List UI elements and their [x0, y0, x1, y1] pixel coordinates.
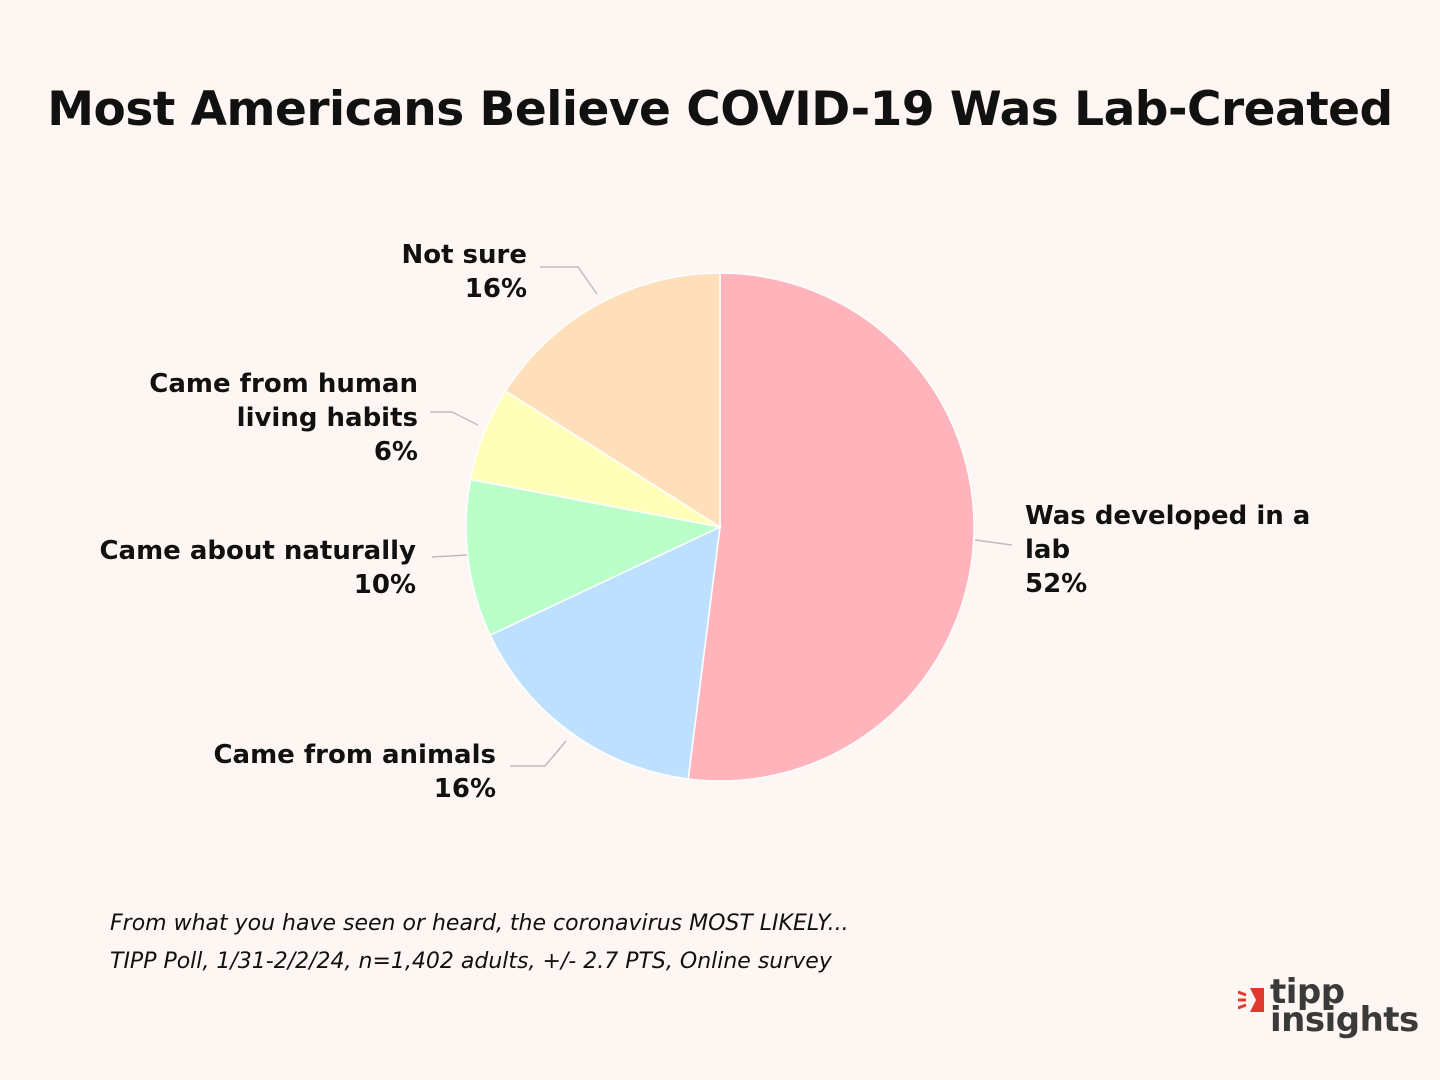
- slice-category-label: Came from animals: [213, 740, 496, 770]
- pie-slice-1: [687, 272, 975, 782]
- slice-category-label: Came about naturally: [99, 536, 416, 566]
- slice-category-label: Not sure: [401, 240, 527, 270]
- slice-value-label: 52%: [1025, 569, 1087, 599]
- leader-line-5: [540, 266, 598, 295]
- leader-lines: [430, 266, 1013, 767]
- slice-value-label: 6%: [374, 437, 418, 467]
- slice-value-label: 16%: [465, 274, 527, 304]
- slice-category-label: Came from human: [149, 369, 418, 399]
- leader-line-3: [431, 554, 468, 558]
- slice-category-label: Was developed in a: [1025, 501, 1310, 531]
- pie-slices: [465, 272, 975, 782]
- pie-slice-5: [504, 272, 721, 529]
- slice-label-5: Not sure 16%: [401, 240, 527, 304]
- leader-line-4: [430, 411, 479, 426]
- slice-label-3: Came about naturally 10%: [99, 536, 416, 600]
- slice-label-2: Came from animals 16%: [213, 740, 496, 804]
- pie-slice-2: [489, 525, 721, 780]
- slice-category-label: lab: [1025, 535, 1070, 565]
- slice-value-label: 10%: [354, 570, 416, 600]
- slice-label-4: Came from human living habits 6%: [149, 369, 418, 467]
- slice-category-label: living habits: [237, 403, 418, 433]
- slice-label-1: Was developed in a lab 52%: [1025, 501, 1310, 599]
- logo-mark-icon: [1238, 988, 1264, 1012]
- footnote: From what you have seen or heard, the co…: [110, 905, 849, 981]
- leader-line-1: [974, 539, 1013, 546]
- logo-text-tipp: tipp: [1270, 972, 1345, 1012]
- logo-text-insights: insights: [1270, 1000, 1419, 1040]
- chart-title: Most Americans Believe COVID-19 Was Lab-…: [47, 82, 1393, 137]
- leader-line-2: [510, 740, 567, 767]
- tipp-insights-logo: tipp insights: [1218, 972, 1419, 1048]
- survey-question: From what you have seen or heard, the co…: [110, 911, 849, 936]
- slice-labels: Was developed in a lab 52% Came from animal…: [99, 240, 1310, 804]
- slice-value-label: 16%: [434, 774, 496, 804]
- pie-slice-3: [465, 478, 723, 637]
- poll-source: TIPP Poll, 1/31-2/2/24, n=1,402 adults, …: [110, 949, 832, 974]
